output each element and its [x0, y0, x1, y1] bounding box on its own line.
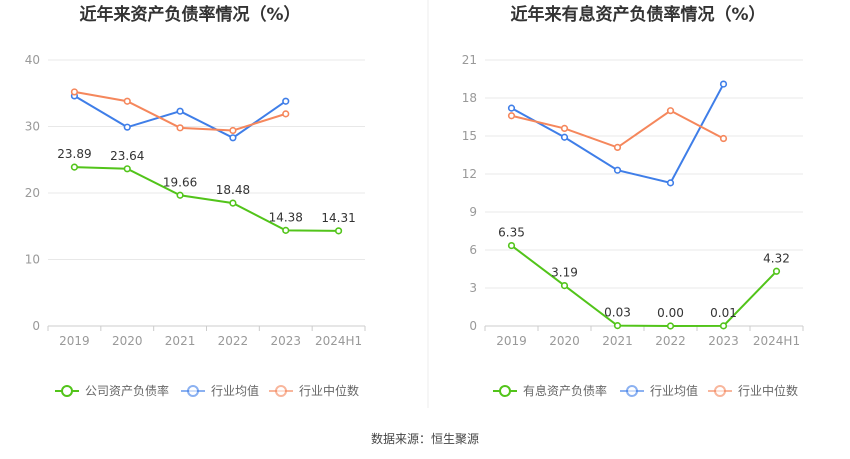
legend-label: 行业中位数: [299, 383, 359, 398]
data-point-industry_avg: [560, 133, 569, 141]
x-tick-label: 2022: [218, 334, 249, 348]
data-label: 6.35: [498, 226, 525, 240]
legend-item: 行业均值: [620, 383, 698, 398]
data-point-industry_median: [560, 124, 569, 132]
y-tick-label: 12: [462, 167, 477, 181]
data-label: 14.31: [321, 211, 355, 225]
y-tick-label: 0: [469, 319, 477, 333]
legend-swatch-marker: [499, 385, 511, 397]
data-point-industry_median: [176, 124, 184, 132]
legend-swatch-marker: [187, 385, 199, 397]
legend-item: 行业均值: [181, 383, 259, 398]
data-point-industry_median: [282, 110, 290, 118]
x-tick-label: 2024H1: [753, 334, 800, 348]
data-point-industry_median: [70, 88, 79, 96]
data-point-industry_avg: [229, 134, 237, 142]
data-point-industry_avg: [282, 97, 290, 105]
data-label: 3.19: [551, 266, 578, 280]
y-tick-label: 30: [25, 120, 40, 134]
x-tick-label: 2023: [270, 334, 301, 348]
legend-swatch-marker: [275, 385, 287, 397]
y-tick-label: 10: [25, 253, 40, 267]
x-tick-label: 2024H1: [315, 334, 362, 348]
data-point-industry_median: [666, 107, 675, 115]
x-tick-label: 2021: [602, 334, 633, 348]
x-tick-label: 2022: [655, 334, 686, 348]
data-point-company: [507, 241, 516, 250]
data-label: 4.32: [763, 251, 790, 265]
data-point-industry_avg: [123, 123, 131, 131]
x-tick-label: 2019: [59, 334, 90, 348]
data-point-company: [70, 163, 79, 171]
data-point-industry_avg: [507, 104, 516, 112]
x-tick-label: 2020: [549, 334, 580, 348]
y-tick-label: 6: [469, 243, 477, 257]
series-line-company: [74, 166, 339, 232]
data-point-industry_avg: [613, 166, 622, 174]
legend-swatch-marker: [714, 385, 726, 397]
y-tick-label: 3: [469, 281, 477, 295]
data-point-company: [719, 322, 728, 330]
data-point-company: [176, 191, 184, 199]
data-label: 19.66: [163, 175, 197, 189]
y-tick-label: 20: [25, 186, 40, 200]
data-point-company: [229, 199, 237, 207]
legend-item: 行业中位数: [269, 383, 359, 398]
data-point-company: [334, 227, 343, 235]
y-tick-label: 9: [469, 205, 477, 219]
legend-label: 行业均值: [211, 383, 259, 398]
x-tick-label: 2021: [165, 334, 196, 348]
x-tick-label: 2023: [708, 334, 739, 348]
data-point-industry_median: [229, 126, 237, 135]
data-label: 0.00: [657, 306, 684, 320]
chart-panel-interest-debt-ratio: 近年来有息资产负债率情况（%） 0 3 6 9 12 15 18 21 2019 2020 2021 2…: [462, 4, 804, 398]
y-tick-label: 15: [462, 129, 477, 143]
source-note: 数据来源：恒生聚源: [371, 431, 479, 446]
series-line-industry_avg: [73, 95, 287, 139]
data-point-company: [772, 267, 781, 275]
legend-label: 有息资产负债率: [523, 383, 607, 398]
y-tick-label: 18: [462, 91, 477, 105]
legend-label: 行业均值: [650, 383, 698, 398]
chart-title: 近年来有息资产负债率情况（%）: [510, 4, 765, 25]
series-line-company: [510, 244, 778, 328]
x-tick-label: 2019: [496, 334, 527, 348]
data-point-industry_median: [719, 134, 728, 143]
data-point-industry_median: [123, 97, 131, 105]
legend-item: 行业中位数: [708, 383, 798, 398]
x-tick-label: 2020: [112, 334, 143, 348]
chart-panel-debt-ratio: 近年来资产负债率情况（%） 0 10 20 30 40 2019 2020 2021 2022 20…: [25, 4, 366, 398]
data-point-company: [666, 322, 675, 330]
data-point-industry_avg: [719, 80, 728, 88]
data-point-industry_avg: [666, 179, 675, 187]
data-point-company: [282, 226, 290, 234]
data-label: 14.38: [269, 210, 303, 224]
data-point-company: [123, 165, 131, 173]
y-tick-label: 21: [462, 53, 477, 67]
data-point-industry_median: [613, 143, 622, 151]
data-label: 0.03: [604, 306, 631, 320]
data-label: 23.64: [110, 149, 144, 163]
legend-label: 公司资产负债率: [85, 383, 169, 398]
data-point-company: [613, 322, 622, 330]
data-point-company: [560, 281, 569, 290]
data-point-industry_median: [507, 112, 516, 120]
data-label: 23.89: [57, 147, 91, 161]
chart-title: 近年来资产负债率情况（%）: [79, 4, 300, 25]
data-label: 0.01: [710, 306, 737, 320]
legend-swatch-marker: [61, 385, 73, 397]
legend-label: 行业中位数: [738, 383, 798, 398]
data-point-industry_avg: [176, 107, 184, 115]
legend-item: 有息资产负债率: [493, 383, 607, 398]
y-tick-label: 0: [32, 319, 40, 333]
y-tick-label: 40: [25, 53, 40, 67]
data-label: 18.48: [216, 183, 250, 197]
legend-item: 公司资产负债率: [55, 383, 169, 398]
legend-swatch-marker: [626, 385, 638, 397]
